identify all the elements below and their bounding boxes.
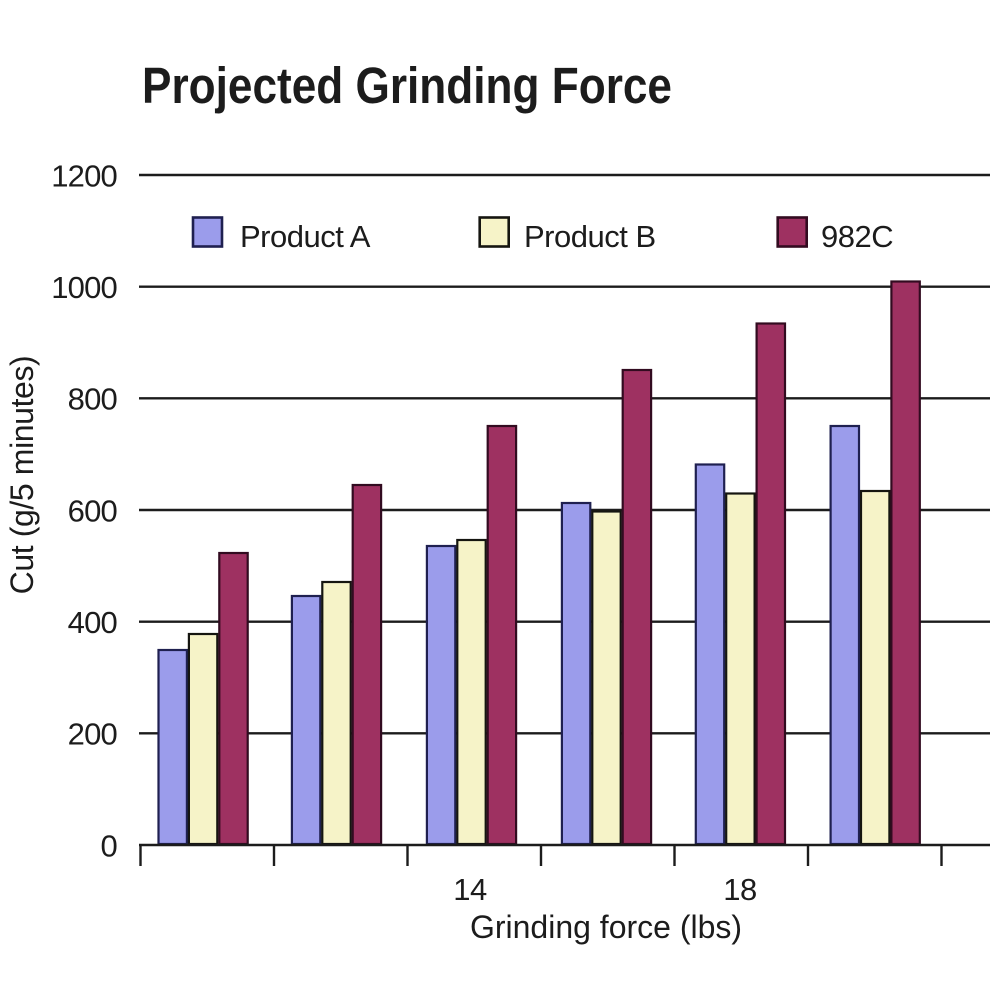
svg-text:18: 18 [723, 872, 756, 907]
svg-text:14: 14 [453, 872, 487, 907]
svg-text:600: 600 [68, 493, 118, 528]
svg-text:Product A: Product A [240, 219, 371, 254]
svg-text:Cut (g/5 minutes): Cut (g/5 minutes) [4, 356, 40, 595]
svg-text:0: 0 [101, 828, 118, 863]
svg-text:200: 200 [68, 717, 118, 752]
svg-text:Projected Grinding Force: Projected Grinding Force [142, 57, 672, 114]
svg-text:1200: 1200 [51, 158, 117, 193]
svg-text:800: 800 [68, 382, 118, 417]
svg-text:Grinding force (lbs): Grinding force (lbs) [470, 909, 742, 945]
svg-text:Product B: Product B [524, 219, 656, 254]
svg-text:400: 400 [68, 605, 118, 640]
svg-text:1000: 1000 [51, 270, 117, 305]
svg-text:982C: 982C [821, 219, 893, 254]
